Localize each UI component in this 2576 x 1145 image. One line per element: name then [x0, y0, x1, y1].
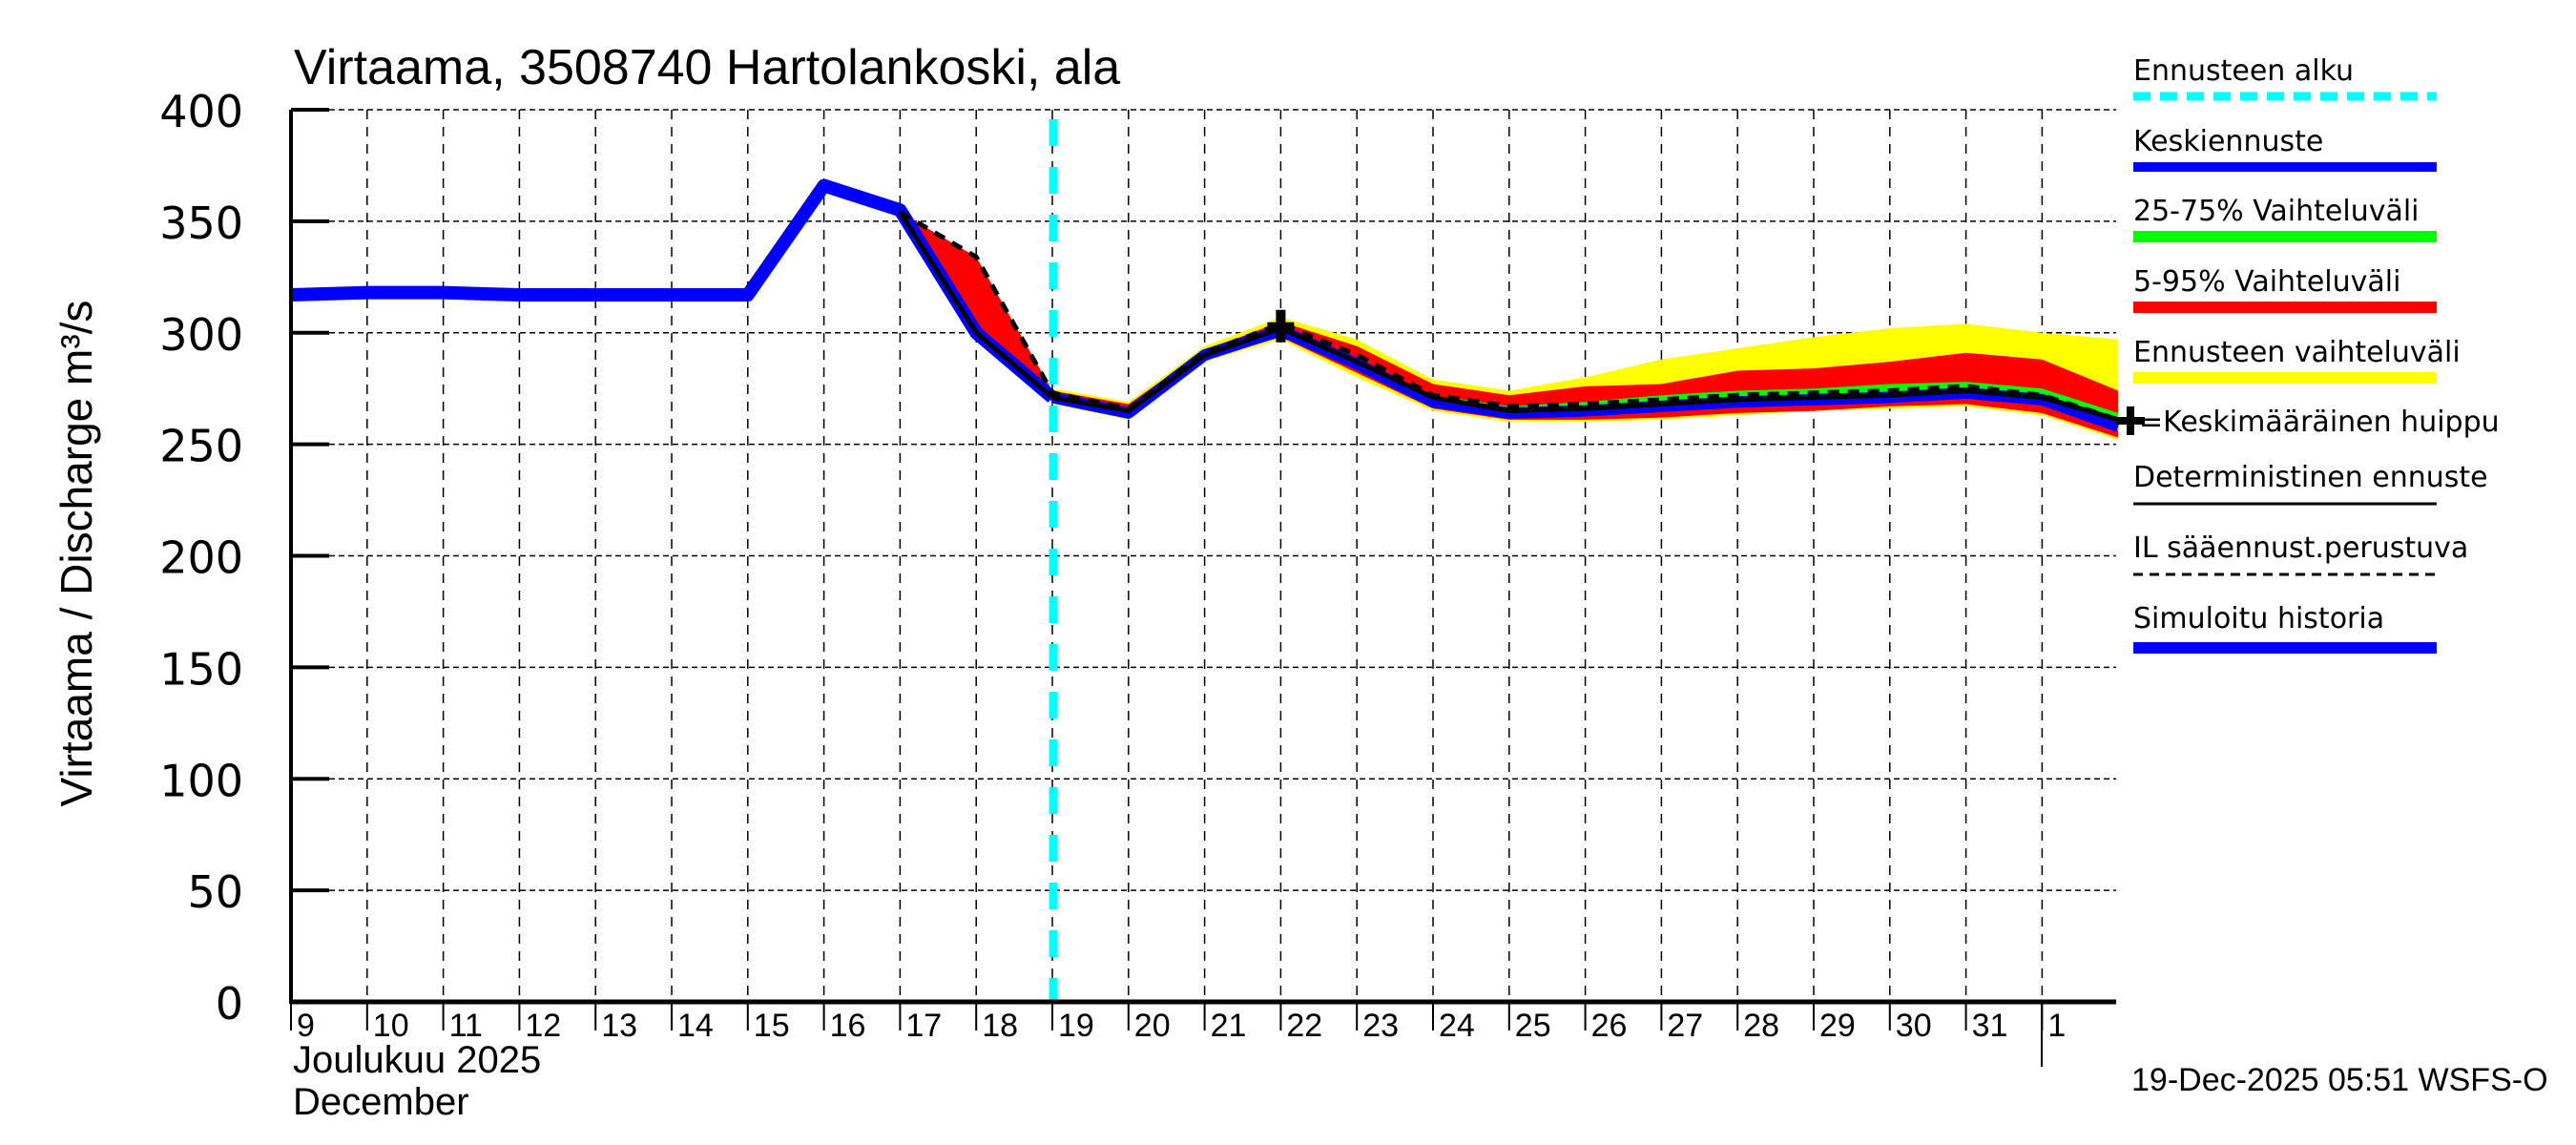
x-tick-label: 20: [1134, 1008, 1171, 1044]
x-tick-label: 17: [905, 1008, 942, 1044]
x-ticks: 9 10 11 12 13 14 15 16 17 18 19 20 21 22 23 24 25 26 27 28 2…: [290, 1002, 2066, 1044]
x-tick-label: 21: [1211, 1008, 1247, 1044]
x-tick-label: 11: [449, 1008, 483, 1044]
x-tick-label: 23: [1362, 1008, 1399, 1044]
y-tick-label: 350: [159, 198, 243, 249]
legend-mean-forecast-label: Keskiennuste: [2133, 125, 2323, 158]
series-line: [898, 211, 2119, 423]
legend-mean-peak-label: =Keskimääräinen huippu: [2139, 406, 2500, 439]
series-line: [899, 210, 2119, 423]
legend: Ennusteen alku Keskiennuste 25-75% Vaiht…: [2116, 54, 2500, 654]
x-tick-label: 22: [1286, 1008, 1322, 1044]
legend-deterministic-label: Deterministinen ennuste: [2133, 461, 2488, 494]
x-tick-label: 31: [1972, 1008, 2008, 1044]
month-label-en: December: [293, 1081, 469, 1123]
legend-simulated-history-label: Simuloitu historia: [2133, 602, 2384, 635]
y-tick-label: 100: [159, 755, 243, 806]
peak-plus-icon: [2116, 406, 2145, 435]
y-tick-label: 0: [216, 978, 243, 1030]
x-tick-label: 15: [754, 1008, 790, 1044]
y-tick-label: 50: [187, 866, 243, 918]
series-lines: [290, 178, 2121, 432]
timestamp: 19-Dec-2025 05:51 WSFS-O: [2131, 1062, 2548, 1098]
legend-range-5-95-label: 5-95% Vaihteluväli: [2133, 265, 2400, 299]
y-tick-label: 200: [159, 532, 243, 584]
x-tick-label: 12: [525, 1008, 561, 1044]
month-label-fi: Joulukuu 2025: [293, 1039, 541, 1081]
x-tick-label: 24: [1439, 1008, 1475, 1044]
y-ticks: 0 50 100 150 200 250 300 350 400: [159, 86, 329, 1030]
y-axis-label: Virtaama / Discharge m³/s: [52, 301, 101, 807]
y-tick-label: 150: [159, 643, 243, 695]
x-tick-label: 30: [1896, 1008, 1932, 1044]
x-tick-label: 14: [677, 1008, 714, 1044]
chart-title: Virtaama, 3508740 Hartolankoski, ala: [294, 40, 1120, 95]
legend-range-25-75-label: 25-75% Vaihteluväli: [2133, 195, 2420, 228]
y-tick-label: 300: [159, 309, 243, 361]
grid: [291, 109, 2116, 1002]
x-tick-label: 10: [373, 1008, 409, 1044]
x-tick-label: 27: [1667, 1008, 1703, 1044]
x-tick-label: 26: [1591, 1008, 1628, 1044]
x-tick-label: 19: [1058, 1008, 1094, 1044]
legend-forecast-range-label: Ennusteen vaihteluväli: [2133, 336, 2461, 369]
y-tick-label: 400: [159, 86, 243, 137]
x-tick-label: 18: [982, 1008, 1018, 1044]
y-tick-label: 250: [159, 421, 243, 472]
x-tick-label: 9: [297, 1008, 315, 1044]
legend-forecast-start-label: Ennusteen alku: [2133, 54, 2354, 88]
x-tick-label: 1: [2047, 1008, 2066, 1044]
x-tick-label: 25: [1515, 1008, 1551, 1044]
x-tick-label: 28: [1743, 1008, 1779, 1044]
x-tick-label: 29: [1819, 1008, 1856, 1044]
band: [900, 212, 2119, 438]
x-tick-label: 13: [601, 1008, 637, 1044]
x-tick-label: 16: [830, 1008, 866, 1044]
legend-il-weather-label: IL sääennust.perustuva: [2133, 531, 2468, 565]
